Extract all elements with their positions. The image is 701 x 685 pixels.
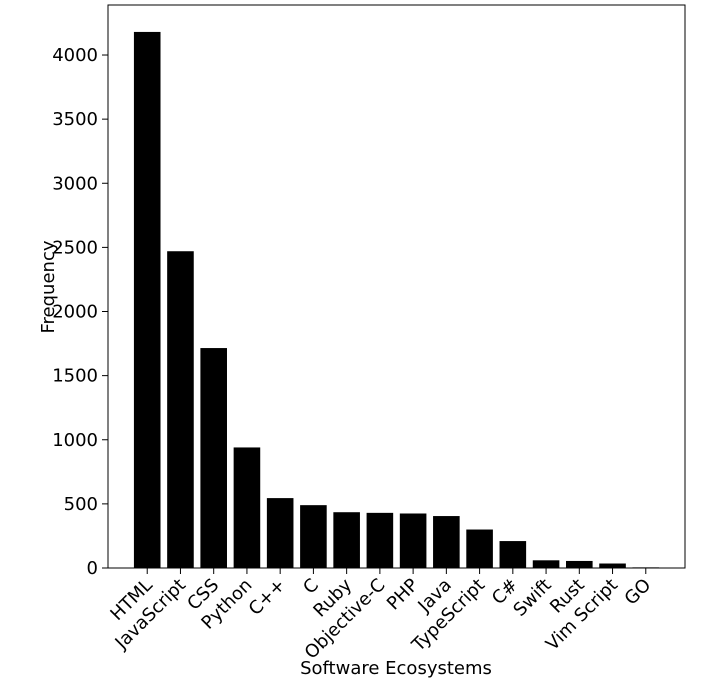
y-tick-label: 500 [64, 494, 98, 515]
bar [266, 498, 294, 568]
x-axis-label: Software Ecosystems [300, 658, 492, 679]
bar [233, 447, 261, 568]
y-tick-label: 1000 [52, 430, 98, 451]
y-tick-label: 4000 [52, 45, 98, 66]
x-tick-label: PHP [383, 575, 423, 615]
bar [532, 560, 560, 568]
y-tick-label: 3500 [52, 109, 98, 130]
bar [133, 31, 161, 569]
bar [599, 563, 626, 568]
bar [366, 512, 394, 568]
bar [499, 541, 527, 568]
bar [466, 529, 493, 568]
y-tick-label: 1500 [52, 366, 98, 387]
y-tick-label: 0 [87, 558, 98, 579]
bar [167, 251, 194, 568]
bar [433, 516, 460, 568]
bar [632, 567, 660, 568]
y-tick-label: 3000 [52, 173, 98, 194]
x-tick-label: GO [621, 575, 656, 610]
y-tick-label: 2500 [52, 237, 98, 258]
x-tick-label: C [299, 575, 323, 599]
bar [333, 512, 360, 568]
bar [200, 348, 227, 568]
bar [399, 513, 427, 568]
plot-frame [107, 4, 686, 569]
y-axis-label: Frequency [38, 240, 59, 333]
x-tick-label: C++ [245, 575, 290, 620]
y-tick-label: 2000 [52, 302, 98, 323]
bar [566, 560, 593, 568]
bar [300, 505, 327, 568]
x-tick-label: Swift [509, 575, 555, 621]
